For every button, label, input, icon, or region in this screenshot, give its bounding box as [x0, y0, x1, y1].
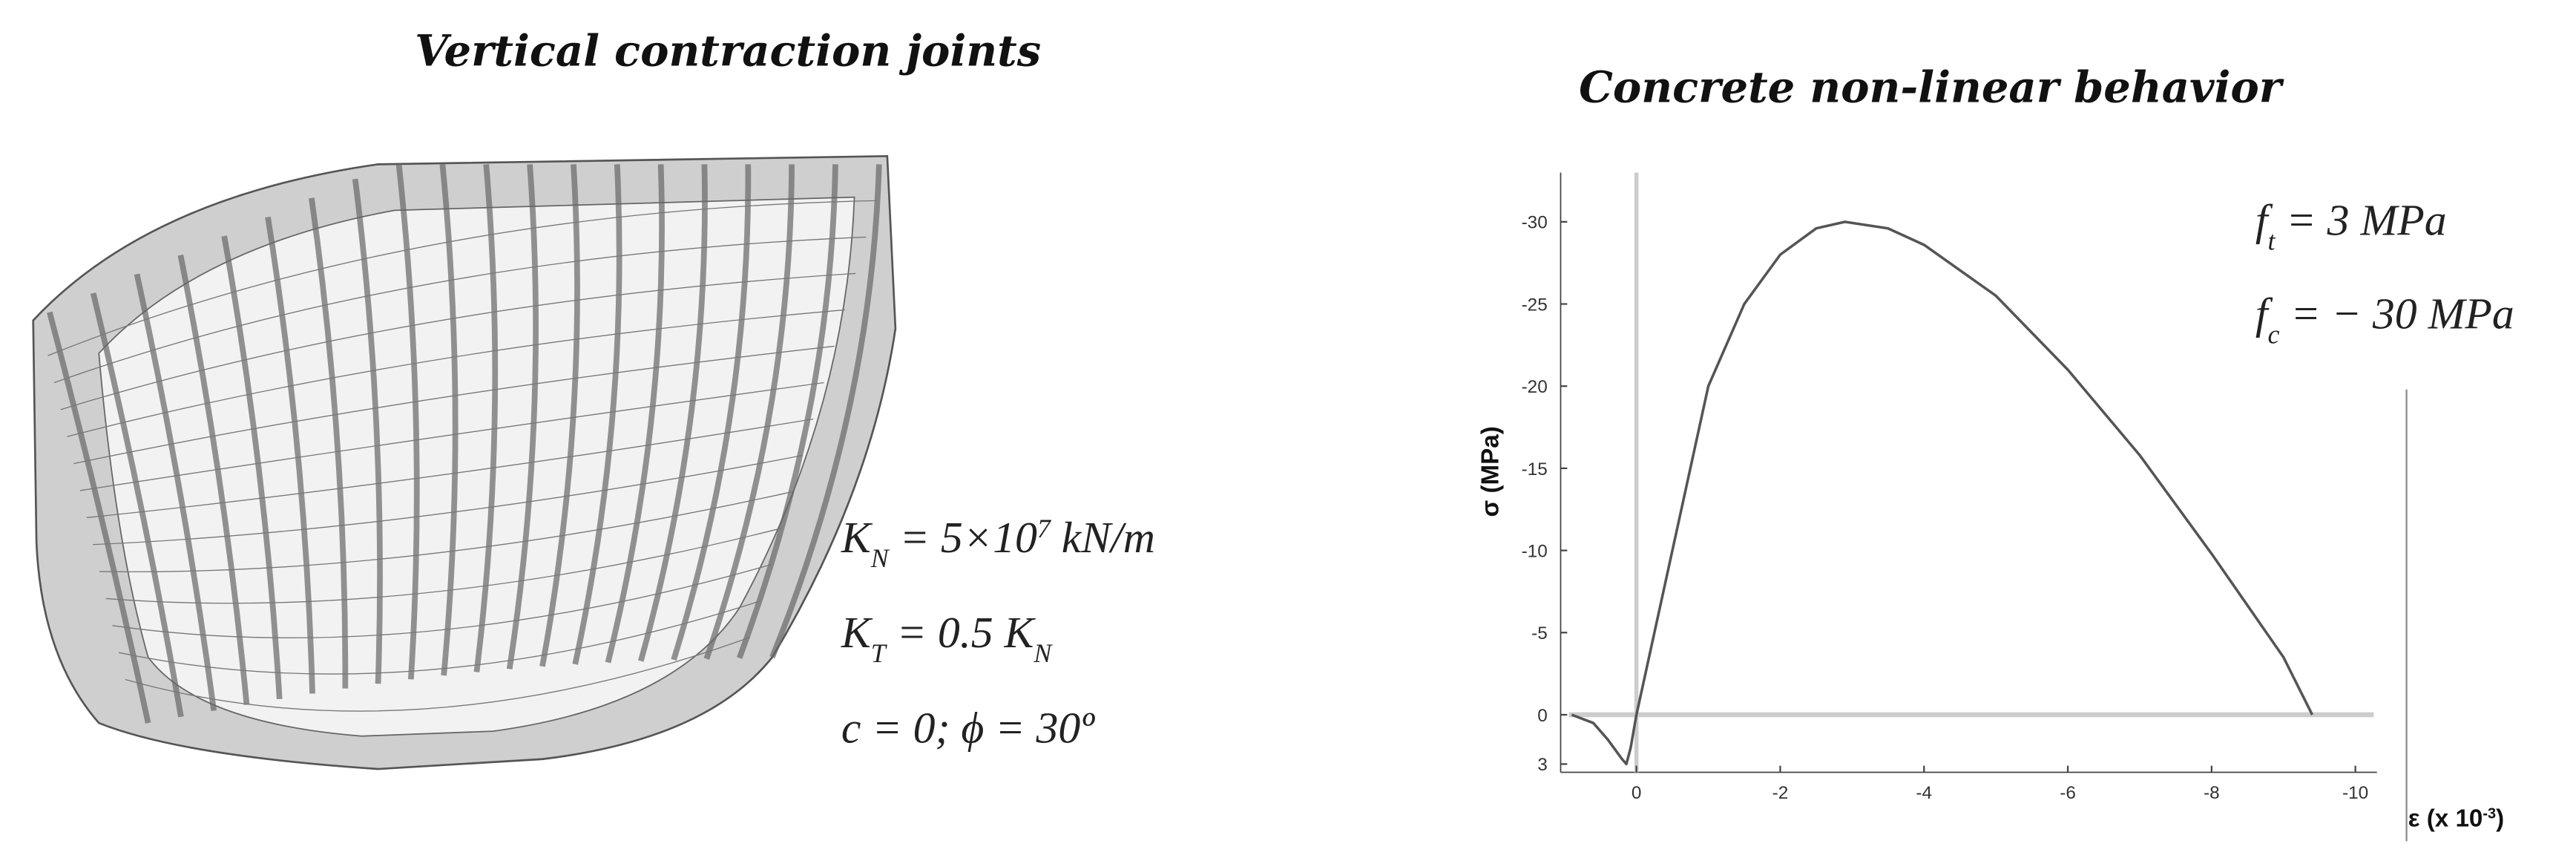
mesh-rib: [134, 273, 217, 712]
text-part: kN/m: [1051, 513, 1155, 562]
left-title: Vertical contraction joints: [415, 26, 1041, 76]
y-tick-label: -25: [1522, 295, 1548, 315]
mesh-ring: [118, 600, 761, 675]
y-tick-label: 0: [1537, 706, 1548, 726]
text-part: K: [841, 513, 873, 562]
chart-title: Concrete non-linear behavior: [1579, 62, 2284, 112]
mesh-ring: [79, 382, 824, 491]
text-part: = − 30 MPa: [2279, 289, 2514, 338]
mesh-rib: [265, 216, 315, 694]
line: [1571, 220, 2314, 766]
mesh-rib: [572, 164, 622, 665]
text-part: N: [870, 543, 890, 573]
text-part: N: [1033, 638, 1053, 668]
mesh-rib: [309, 197, 349, 689]
mesh-rib: [221, 235, 283, 700]
y-tick-label: -30: [1522, 213, 1548, 233]
mesh-rib: [395, 163, 420, 680]
text-part: c: [2268, 320, 2280, 350]
annotation: KT = 0.5 KN: [841, 608, 1054, 668]
y-tick-label: -15: [1522, 459, 1548, 479]
y-tick-label: -10: [1522, 541, 1548, 561]
mesh-ring: [47, 200, 877, 356]
dam-mesh: [32, 154, 897, 770]
mesh-rib: [90, 292, 184, 718]
y-tick-label: -20: [1522, 377, 1548, 397]
dam-inner: [98, 196, 855, 737]
text-part: c = 0; ϕ = 30º: [841, 704, 1095, 753]
text-part: t: [2268, 226, 2276, 256]
mesh-rib: [638, 164, 708, 662]
text-part: = 3 MPa: [2275, 196, 2446, 245]
y-tick-label: -5: [1531, 623, 1548, 644]
mesh-rib: [439, 163, 459, 676]
mesh-rib: [703, 164, 795, 660]
mesh-ring: [105, 527, 782, 604]
mesh-ring: [125, 636, 751, 712]
x-axis-label: ε (x 10-3): [2408, 805, 2504, 833]
x-tick-label: -4: [1916, 783, 1932, 803]
text-part: = 0.5 K: [886, 608, 1036, 657]
mesh-rib: [47, 311, 151, 724]
mesh-rib: [506, 164, 539, 670]
mesh-rib: [671, 164, 752, 661]
text-part: = 5×10: [889, 513, 1037, 562]
mesh-ring: [73, 345, 835, 465]
mesh-ring: [86, 418, 814, 518]
mesh-ring: [67, 309, 845, 437]
mesh-rib: [352, 178, 383, 684]
mesh-rib: [769, 164, 882, 658]
mesh-ring: [93, 454, 804, 546]
text-part: K: [841, 608, 873, 657]
y-axis-label: σ (MPa): [1476, 426, 1504, 517]
y-tick-label: 3: [1537, 755, 1548, 775]
mesh-ring: [53, 236, 867, 384]
text-part: -3: [2483, 806, 2496, 822]
mesh-ring: [60, 272, 856, 410]
mesh-ring: [99, 491, 792, 573]
mesh-rib: [605, 164, 665, 664]
mesh-ring: [112, 563, 772, 638]
x-tick-label: -10: [2342, 783, 2368, 803]
x-tick-label: -6: [2060, 783, 2076, 803]
text-part: ): [2496, 805, 2504, 833]
annotation: c = 0; ϕ = 30º: [841, 704, 1095, 753]
x-tick-label: -2: [1772, 783, 1789, 803]
text-part: T: [871, 638, 888, 668]
text-part: ε (x 10: [2408, 805, 2483, 833]
annotation: KN = 5×107 kN/m: [841, 513, 1155, 573]
text-part: 7: [1037, 514, 1052, 543]
x-tick-label: 0: [1632, 783, 1642, 803]
annotation: ft = 3 MPa: [2255, 196, 2447, 256]
mesh-rib: [177, 254, 250, 705]
mesh-rib: [539, 164, 580, 667]
mesh-rib: [473, 164, 499, 672]
annotation: fc = − 30 MPa: [2255, 289, 2514, 350]
mesh-rib: [736, 164, 838, 659]
x-tick-label: -8: [2204, 783, 2220, 803]
